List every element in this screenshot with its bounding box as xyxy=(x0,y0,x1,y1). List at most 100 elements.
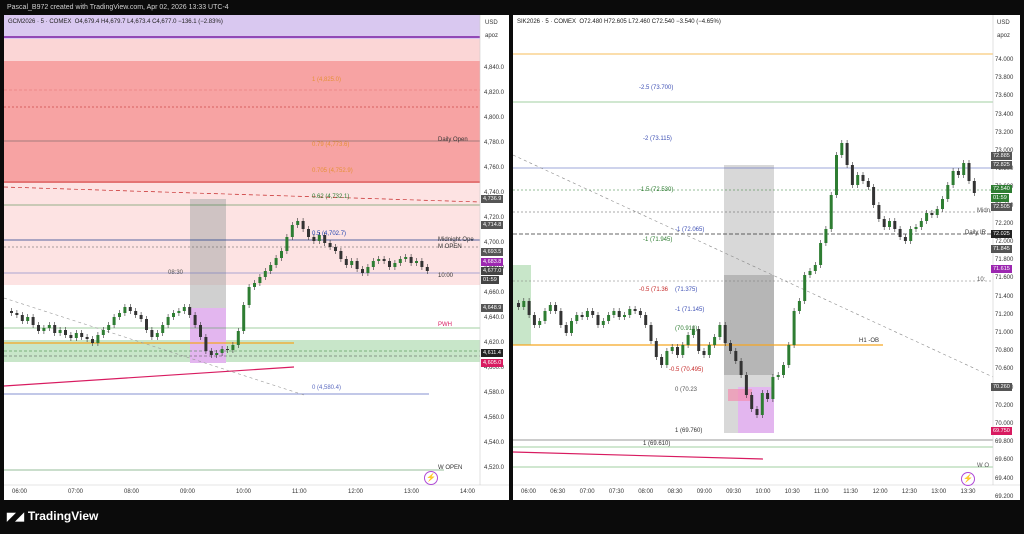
price-tick: 4,600.0 xyxy=(484,365,505,371)
candle xyxy=(334,247,337,251)
candle xyxy=(946,185,950,199)
candle xyxy=(612,311,616,315)
candle xyxy=(760,393,764,415)
right-lightning-icon[interactable]: ⚡ xyxy=(961,472,975,486)
candle xyxy=(872,187,876,205)
candle xyxy=(107,325,111,330)
price-tick: 71.400 xyxy=(995,293,1014,300)
price-tick: 70.600 xyxy=(995,366,1014,373)
candle xyxy=(263,271,267,277)
candle xyxy=(930,213,934,215)
price-tick: 70.200 xyxy=(995,402,1014,409)
time-tick: 12:00 xyxy=(872,489,888,495)
candle xyxy=(339,251,343,259)
price-tick: 71.000 xyxy=(995,330,1014,336)
candle xyxy=(835,155,838,195)
candle xyxy=(813,265,817,271)
left-top-zone xyxy=(4,15,480,39)
price-tick: 73.000 xyxy=(995,148,1014,154)
right-currency: USD xyxy=(997,20,1010,26)
candle xyxy=(366,267,370,273)
right-scale-mode[interactable]: apoz xyxy=(997,33,1011,39)
candle xyxy=(47,325,51,328)
left-chart-panel[interactable]: GCM2026 · 5 · COMEX O4,679.4 H4,679.7 L4… xyxy=(4,15,509,500)
candle xyxy=(404,257,408,259)
candle xyxy=(660,357,664,365)
candle xyxy=(64,330,67,335)
candle xyxy=(782,365,785,375)
candle xyxy=(925,213,929,221)
candle xyxy=(155,333,159,337)
left-scale-mode[interactable]: apoz xyxy=(485,33,499,39)
candle xyxy=(734,351,738,361)
candle xyxy=(209,351,213,355)
left-symbol: GCM2026 · 5 · COMEX xyxy=(8,19,72,25)
time-tick: 11:00 xyxy=(814,489,829,495)
right-h1-ob: H1 -OB xyxy=(859,338,880,344)
tradingview-logo: ◤◢ TradingView xyxy=(7,509,98,523)
time-tick: 11:30 xyxy=(843,489,858,495)
left-fib-0: 0 (4,580.4) xyxy=(312,385,342,391)
left-ohlc: O4,679.4 H4,679.7 L4,673.4 C4,677.0 −136… xyxy=(74,19,223,25)
price-tick: 4,820.0 xyxy=(484,90,505,96)
candle xyxy=(893,221,897,229)
candle xyxy=(371,261,375,267)
price-tag: 69.750 xyxy=(991,427,1012,435)
left-fib-0705: 0.705 (4,752.9) xyxy=(312,168,353,174)
left-red-zone xyxy=(4,61,480,183)
candle xyxy=(739,361,743,375)
caption-text: Pascal_B972 created with TradingView.com… xyxy=(7,4,229,11)
right-level-71375: (71.375) xyxy=(675,287,698,293)
left-fib-079: 0.79 (4,773.6) xyxy=(312,142,350,148)
candle xyxy=(744,375,748,395)
time-tick: 09:00 xyxy=(696,489,712,495)
candle xyxy=(80,333,84,337)
candle xyxy=(31,317,35,325)
left-fib-1: 1 (4,825.0) xyxy=(312,77,342,83)
right-chart-canvas[interactable] xyxy=(513,15,1020,500)
candle xyxy=(145,319,148,330)
candle xyxy=(317,235,321,241)
candle xyxy=(776,375,780,377)
candle xyxy=(967,163,971,181)
right-chart-panel[interactable]: SIK2026 · 5 · COMEX O72.480 H72.605 L72.… xyxy=(513,15,1020,500)
candle xyxy=(877,205,881,219)
candle xyxy=(134,311,138,315)
left-chart-canvas[interactable] xyxy=(4,15,509,500)
candle xyxy=(285,237,289,251)
right-level-70910: (70.910) xyxy=(675,326,698,332)
candle xyxy=(803,275,807,301)
right-level-p1: -1 (71.145) xyxy=(675,307,705,313)
price-tag: 4,693.5 xyxy=(481,248,504,256)
price-tick: 69.200 xyxy=(995,493,1014,500)
time-tick: 12:00 xyxy=(348,489,364,495)
candle xyxy=(559,311,563,325)
candle xyxy=(956,171,960,175)
candle xyxy=(845,143,849,165)
price-tag: 72.505 xyxy=(991,203,1012,211)
candle xyxy=(69,335,73,338)
candle xyxy=(301,221,305,229)
right-level-69760: 1 (69.760) xyxy=(675,428,703,434)
candle xyxy=(707,345,711,355)
candle xyxy=(601,321,605,325)
price-tick: 71.800 xyxy=(995,257,1014,264)
candle xyxy=(58,330,62,333)
candle xyxy=(914,227,918,229)
candle xyxy=(591,311,595,315)
price-tick: 4,840.0 xyxy=(484,65,505,71)
price-tick: 73.400 xyxy=(995,111,1014,118)
candle xyxy=(10,311,13,313)
left-lightning-icon[interactable]: ⚡ xyxy=(424,471,438,485)
candle xyxy=(344,259,348,265)
candle xyxy=(118,313,121,317)
candle xyxy=(53,325,57,333)
candle xyxy=(570,321,573,333)
right-dark-zone xyxy=(724,275,774,375)
candle xyxy=(253,283,256,287)
price-tick: 4,540.0 xyxy=(484,440,505,446)
candle xyxy=(409,257,413,263)
candle xyxy=(580,315,584,317)
price-tick: 4,560.0 xyxy=(484,415,505,421)
price-tick: 4,620.0 xyxy=(484,340,505,346)
